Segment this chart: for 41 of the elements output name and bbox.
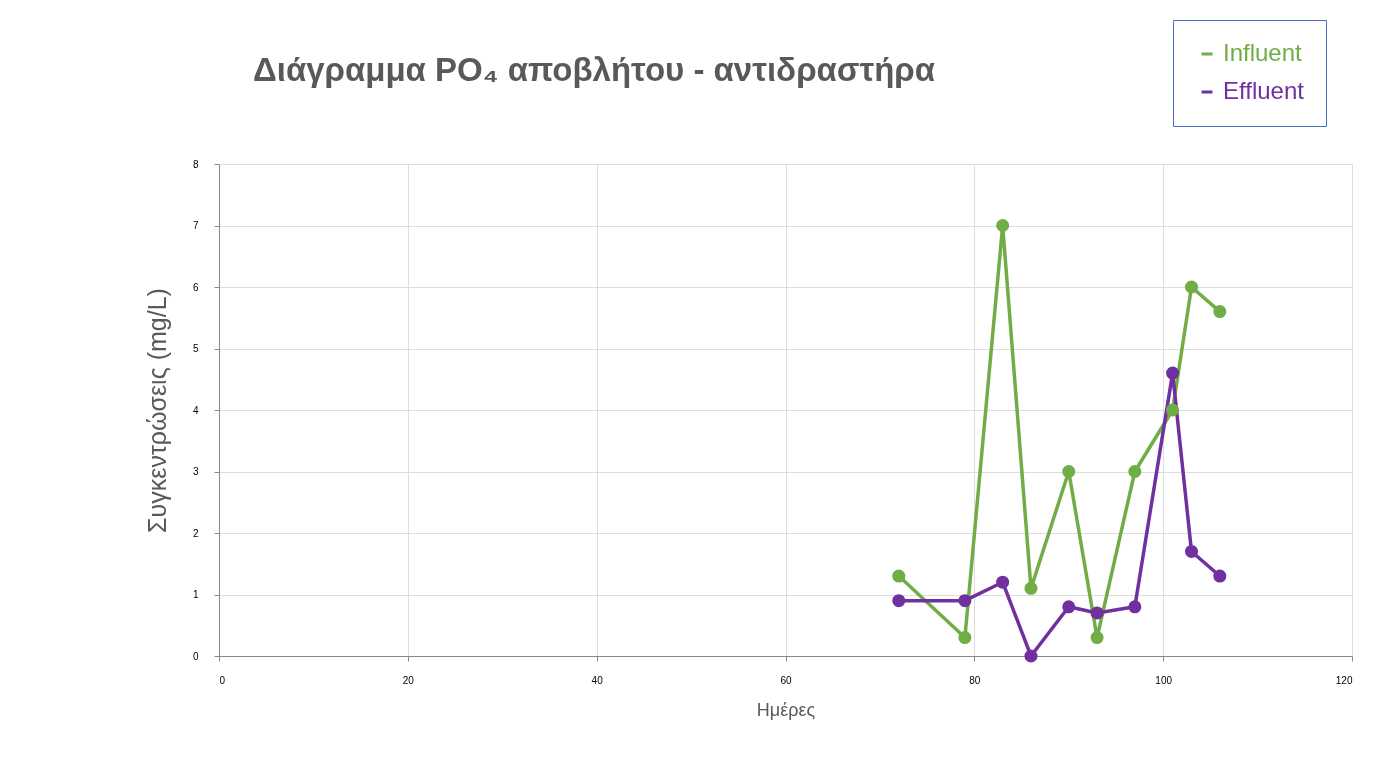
point — [996, 575, 1010, 589]
y-tick-label: 0 — [192, 650, 199, 662]
y-axis-title: Συγκεντρώσεις (mg/L) — [142, 288, 171, 533]
point — [1166, 403, 1180, 417]
point — [1062, 600, 1076, 614]
point — [1090, 631, 1104, 645]
x-tick-label: 80 — [969, 674, 981, 686]
x-tick-label: 20 — [402, 674, 415, 686]
x-tick-label: 100 — [1155, 674, 1173, 686]
point — [1213, 305, 1227, 319]
point — [1166, 366, 1180, 380]
point — [1024, 581, 1038, 595]
point — [1024, 649, 1038, 663]
y-tick-label: 7 — [192, 220, 199, 231]
y-tick-label: 4 — [192, 404, 199, 416]
legend-label: Effluent — [1223, 77, 1305, 104]
point — [1184, 544, 1199, 558]
y-tick-label: 5 — [192, 343, 199, 354]
point — [1184, 280, 1199, 294]
y-tick-label: 1 — [192, 589, 199, 600]
y-tick-label: 2 — [192, 527, 199, 539]
point — [1213, 569, 1227, 583]
x-tick-label: 0 — [219, 674, 226, 686]
point — [892, 594, 906, 608]
y-tick-label: 8 — [192, 158, 199, 170]
point — [892, 569, 906, 583]
y-tick-label: 6 — [192, 281, 199, 293]
chart-title: Διάγραμμα PO₄ αποβλήτου - αντιδραστήρα — [253, 50, 935, 88]
x-axis-title: Ημέρες — [756, 699, 816, 720]
point — [1128, 600, 1142, 614]
point — [958, 594, 972, 608]
point — [1062, 464, 1076, 479]
y-tick-label: 3 — [192, 466, 199, 477]
point — [996, 218, 1010, 233]
x-tick-label: 40 — [591, 674, 604, 686]
point — [1090, 606, 1104, 620]
legend-label: Influent — [1223, 39, 1303, 66]
x-tick-label: 60 — [780, 674, 792, 686]
point — [1128, 464, 1142, 479]
x-tick-label: 120 — [1335, 674, 1353, 686]
point — [958, 631, 972, 645]
